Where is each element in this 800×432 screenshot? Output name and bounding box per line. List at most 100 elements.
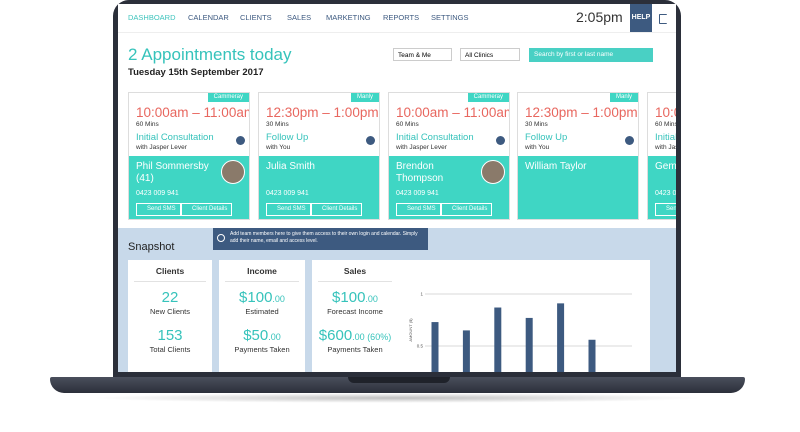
edit-icon[interactable]: [625, 136, 634, 145]
bar: [462, 330, 470, 372]
practitioner: with You: [266, 144, 291, 151]
avatar: [481, 160, 505, 184]
client-area: Phil Sommersby (41) 0423 009 941 Send SMS C…: [129, 156, 249, 219]
appointment-card[interactable]: Cammeray 10:00am – 11:00am 60 Mins Initial …: [388, 92, 510, 220]
edit-icon[interactable]: [496, 136, 505, 145]
appointment-card[interactable]: Cammeray 10:00am – 11:00am 60 Mins Initial …: [128, 92, 250, 220]
service: Follow Up: [266, 132, 309, 143]
amount: 153: [157, 327, 183, 344]
amount: $100: [239, 289, 273, 306]
nav-bar: [118, 4, 676, 33]
bar: [588, 339, 596, 372]
amount: 22: [161, 289, 179, 306]
location-tag: Manly: [609, 93, 638, 102]
nav-item[interactable]: DASHBOARD: [128, 13, 176, 22]
laptop-notch: [348, 377, 450, 383]
time: 10:00am – 11:00am: [396, 105, 510, 120]
tooltip: Add team members here to give them acces…: [213, 228, 428, 250]
nav-item[interactable]: SALES: [287, 13, 312, 22]
practitioner: with Jasper Lever: [655, 144, 676, 151]
shadow: [90, 393, 705, 403]
panel-title: Income: [247, 266, 277, 276]
appointment-card[interactable]: Manly 12:30pm – 1:00pm 30 Mins Follow Up wit…: [258, 92, 380, 220]
stat-value: $600.00 (60%): [312, 327, 398, 344]
duration: 60 Mins: [655, 121, 676, 128]
amount: $100: [332, 289, 366, 306]
clinic-filter[interactable]: All Clinics: [460, 48, 520, 61]
clock: 2:05pm: [576, 9, 623, 25]
location-tag: Cammeray: [207, 93, 249, 102]
phone: 0423 009 941: [136, 190, 179, 197]
practitioner: with You: [525, 144, 550, 151]
nav-item[interactable]: SETTINGS: [431, 13, 469, 22]
nav-item[interactable]: REPORTS: [383, 13, 420, 22]
client-area: William Taylor: [518, 156, 638, 219]
action-button[interactable]: Client Details: [311, 203, 363, 216]
screen: DASHBOARD CALENDAR CLIENTS SALES MARKETING RE…: [118, 4, 676, 372]
snapshot-title: Snapshot: [128, 241, 175, 253]
y-tick-label: 1: [420, 292, 423, 297]
client-name: Brendon Thompson: [396, 161, 444, 184]
stat-value: 153: [128, 327, 212, 344]
search-box[interactable]: Search by first or last name: [529, 48, 653, 62]
sales-chart: AMOUNT ($) 0.5 1: [408, 292, 632, 372]
tooltip-text: Add team members here to give them acces…: [230, 231, 418, 244]
action-button[interactable]: Send SMS: [136, 203, 181, 216]
divider: [134, 281, 206, 282]
time: 10:00am – 11:00am: [655, 105, 676, 120]
service: Follow Up: [525, 132, 568, 143]
close-icon[interactable]: [217, 234, 225, 242]
action-button[interactable]: Client Details: [441, 203, 493, 216]
sales-panel: AMOUNT ($) 0.5 1 Sales $100.00 Forecast Inc…: [312, 260, 650, 372]
phone: 0423 009 941: [396, 190, 439, 197]
client-area: Brendon Thompson 0423 009 941 Send SMS Clie…: [389, 156, 509, 219]
practitioner: with Jasper Lever: [136, 144, 187, 151]
client-name: William Taylor: [525, 161, 587, 172]
date: Tuesday 15th September 2017: [128, 67, 264, 78]
duration: 60 Mins: [396, 121, 419, 128]
client-area: Julia Smith 0423 009 941 Send SMS Client De…: [259, 156, 379, 219]
divider: [225, 281, 299, 282]
logout-icon[interactable]: [659, 14, 667, 24]
action-button[interactable]: Send SMS: [396, 203, 441, 216]
edit-icon[interactable]: [366, 136, 375, 145]
avatar: [221, 160, 245, 184]
action-button[interactable]: Send SMS: [655, 203, 676, 216]
service: Initial Consultation: [396, 132, 474, 143]
duration: 30 Mins: [525, 121, 548, 128]
panel-title: Sales: [343, 266, 367, 276]
stat-value: $50.00: [219, 327, 305, 344]
amount: $50: [243, 327, 269, 344]
nav-item[interactable]: MARKETING: [326, 13, 371, 22]
page-title: 2 Appointments today: [128, 45, 292, 64]
stat-value: 22: [128, 289, 212, 306]
help-button[interactable]: HELP: [630, 4, 652, 32]
bar: [431, 322, 439, 372]
nav-item[interactable]: CLIENTS: [240, 13, 272, 22]
action-button[interactable]: Client Details: [181, 203, 233, 216]
edit-icon[interactable]: [236, 136, 245, 145]
location-tag: Manly: [350, 93, 379, 102]
y-tick-label: 0.5: [417, 344, 424, 349]
client-name: Julia Smith: [266, 161, 315, 172]
time: 12:30pm – 1:00pm: [525, 105, 638, 120]
duration: 30 Mins: [266, 121, 289, 128]
stat-label: Forecast Income: [327, 307, 383, 316]
cents: .00: [268, 332, 281, 342]
income-panel: Income $100.00 Estimated $50.00 Payments Tak…: [219, 260, 305, 372]
service: Initial Consultation: [655, 132, 676, 143]
stat-value: $100.00: [219, 289, 305, 306]
y-axis-label: AMOUNT ($): [408, 318, 413, 342]
stat-label: Estimated: [245, 307, 279, 316]
laptop-base: [50, 377, 745, 393]
action-button[interactable]: Send SMS: [266, 203, 311, 216]
phone: 0423 009 941: [266, 190, 309, 197]
nav-item[interactable]: CALENDAR: [188, 13, 229, 22]
appointment-card[interactable]: Manly 12:30pm – 1:00pm 30 Mins Follow Up wit…: [517, 92, 639, 220]
bar: [525, 317, 533, 372]
team-filter[interactable]: Team & Me: [393, 48, 452, 61]
time: 10:00am – 11:00am: [136, 105, 250, 120]
panel-title: Clients: [155, 266, 185, 276]
